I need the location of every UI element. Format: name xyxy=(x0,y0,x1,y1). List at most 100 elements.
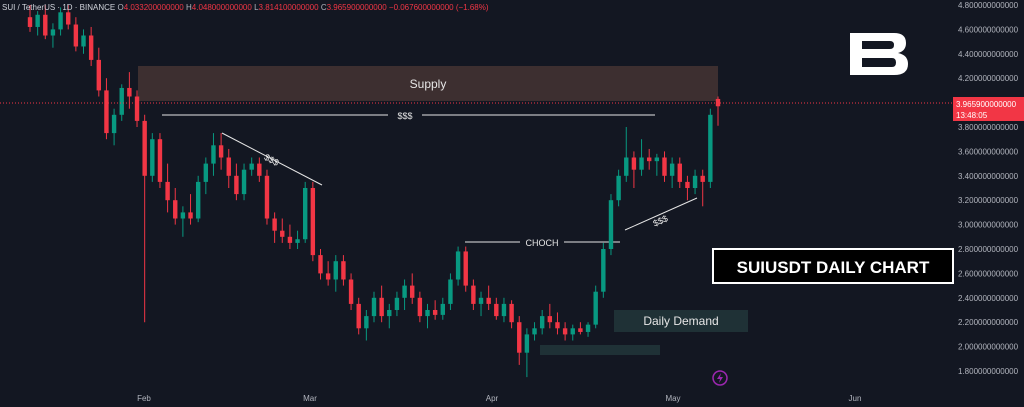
candle-body xyxy=(249,163,254,170)
y-tick-label: 2.800000000000 xyxy=(958,245,1019,254)
y-tick-label: 4.600000000000 xyxy=(958,25,1019,34)
candle-body xyxy=(218,145,224,158)
candle-body xyxy=(195,181,201,219)
candle-body xyxy=(608,200,614,249)
candle-body xyxy=(43,14,48,36)
candle-body xyxy=(241,169,247,195)
lightning-bolt-icon[interactable] xyxy=(712,370,728,386)
candle xyxy=(578,322,583,335)
candle xyxy=(662,151,667,182)
candle-body xyxy=(547,316,553,323)
candle-body xyxy=(715,98,721,107)
candle-body xyxy=(280,230,285,237)
candle-body xyxy=(295,239,300,243)
supply-label: Supply xyxy=(410,77,447,91)
candle-body xyxy=(501,303,507,317)
candle xyxy=(547,303,553,329)
candle xyxy=(654,153,660,176)
candle-body xyxy=(402,285,407,298)
candle xyxy=(226,148,231,188)
candle xyxy=(501,297,507,323)
candle xyxy=(539,310,545,335)
candle-body xyxy=(318,255,323,274)
candle xyxy=(310,181,316,262)
candle xyxy=(58,7,63,36)
price-tag-countdown: 13:48:05 xyxy=(956,111,988,120)
candle xyxy=(616,169,621,207)
candle xyxy=(692,169,698,195)
candle-body xyxy=(578,328,583,332)
candle xyxy=(27,5,33,32)
candle-body xyxy=(142,120,147,176)
candle-body xyxy=(341,261,346,280)
candle xyxy=(195,175,201,223)
candle-body xyxy=(662,157,667,176)
candle-body xyxy=(180,212,186,219)
candle xyxy=(677,157,682,188)
candle-body xyxy=(81,35,86,47)
candle xyxy=(287,224,293,249)
candle xyxy=(394,291,400,317)
close-label: C xyxy=(320,3,327,12)
candle-body xyxy=(127,87,132,97)
candle xyxy=(387,303,392,329)
candle xyxy=(608,194,614,256)
candle xyxy=(119,84,124,121)
candle xyxy=(562,322,568,341)
candle-body xyxy=(188,212,193,219)
candle xyxy=(211,133,216,176)
y-tick-label: 3.400000000000 xyxy=(958,172,1019,181)
candle xyxy=(685,175,690,201)
candle-body xyxy=(708,114,713,182)
y-tick-label: 3.600000000000 xyxy=(958,147,1019,156)
candle-body xyxy=(50,29,56,36)
candle xyxy=(348,273,354,310)
y-tick-label: 4.800000000000 xyxy=(958,1,1019,10)
candle-body xyxy=(111,114,117,134)
candle-body xyxy=(539,316,545,329)
open-value: 4.033200000000 xyxy=(123,3,184,12)
candle-body xyxy=(639,157,644,170)
candle-body xyxy=(478,297,484,304)
candle xyxy=(234,163,239,201)
candle xyxy=(73,17,79,52)
candle-body xyxy=(647,157,652,162)
candle xyxy=(410,273,415,304)
high-value: 4.048000000000 xyxy=(191,3,252,12)
candle xyxy=(631,151,637,188)
candle-body xyxy=(173,200,178,219)
y-tick-label: 2.000000000000 xyxy=(958,343,1019,352)
candle xyxy=(463,246,468,292)
candle-body xyxy=(685,181,690,188)
candle-body xyxy=(448,279,453,304)
x-tick-label: Jun xyxy=(849,394,862,403)
candle-body xyxy=(371,297,377,317)
candle xyxy=(448,273,453,310)
candle-body xyxy=(27,17,33,27)
low-label: L xyxy=(254,3,259,12)
candle-body xyxy=(364,316,369,329)
candle-body xyxy=(631,157,637,170)
high-label: H xyxy=(185,3,192,12)
price-tag-value: 3.965900000000 xyxy=(956,100,1017,109)
y-tick-label: 3.200000000000 xyxy=(958,196,1019,205)
candle xyxy=(280,218,285,243)
candle-body xyxy=(88,35,94,60)
candle-body xyxy=(211,145,216,164)
choch-label: CHOCH xyxy=(526,238,559,248)
candle xyxy=(43,5,48,40)
demand-zone-small xyxy=(540,345,660,355)
candle xyxy=(440,297,445,320)
candle-body xyxy=(257,163,262,176)
candle-body xyxy=(387,310,392,317)
candle xyxy=(249,157,254,176)
liquidity-label-right: $$$ xyxy=(652,213,670,228)
candle-body xyxy=(134,96,140,121)
candle xyxy=(478,291,484,317)
candle-body xyxy=(570,328,575,335)
x-tick-label: Mar xyxy=(303,394,317,403)
candle-body xyxy=(677,163,682,182)
candle xyxy=(257,157,262,182)
x-tick-label: Feb xyxy=(137,394,151,403)
